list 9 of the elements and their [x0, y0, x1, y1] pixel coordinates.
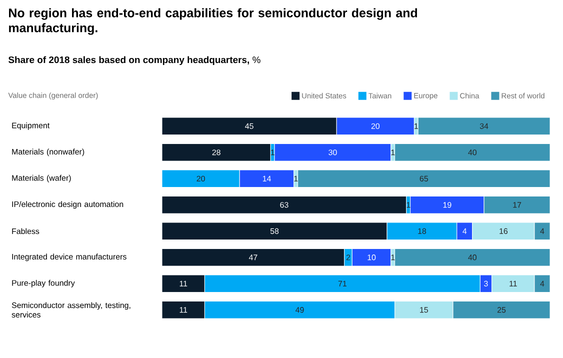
bar	[394, 143, 550, 162]
bar	[162, 143, 271, 162]
chart-subtitle: Share of 2018 sales based on company headquarters, %	[8, 56, 260, 66]
bar	[394, 248, 550, 266]
bar	[162, 196, 407, 214]
bar	[298, 170, 550, 188]
bar	[418, 117, 550, 136]
chart-title: No region has end-to-end capabilities for semiconductor design and manufacturing.	[9, 8, 418, 35]
bar	[274, 143, 392, 162]
